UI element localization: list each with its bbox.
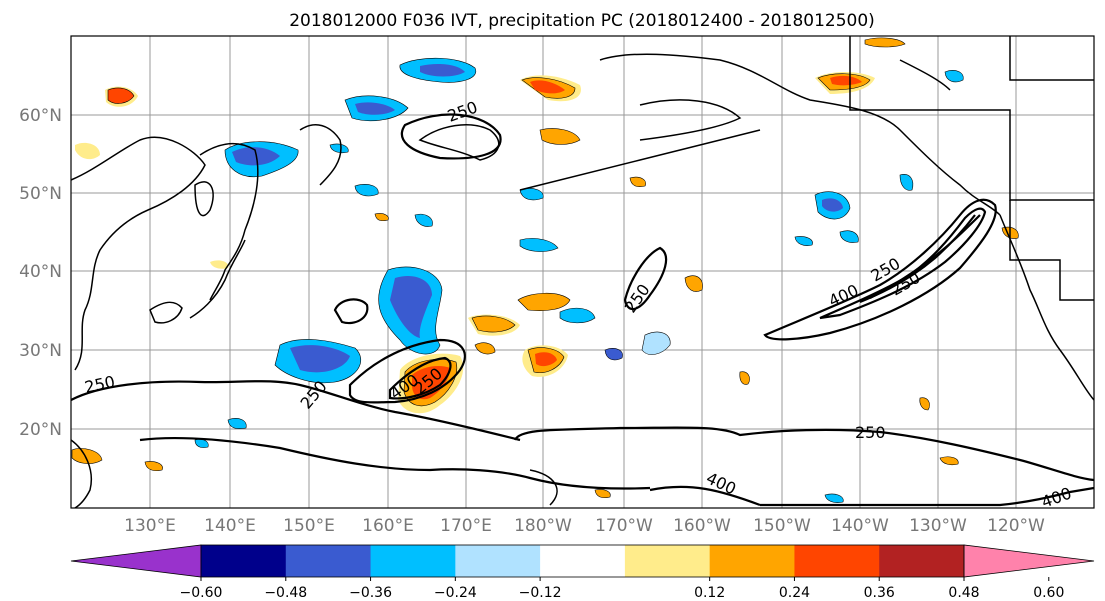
ivt-contours: [71, 113, 1094, 507]
lon-label: 130°E: [124, 516, 176, 536]
lon-label: 150°E: [283, 516, 335, 536]
colorbar-tick-label: −0.12: [519, 585, 562, 601]
precip-negative-shading: [194, 57, 964, 503]
colorbar-tick-label: −0.60: [180, 585, 223, 601]
lon-label: 170°E: [440, 516, 492, 536]
ivt-250-contour-midpacific: [623, 246, 668, 311]
plot-title: 2018012000 F036 IVT, precipitation PC (2…: [289, 11, 875, 31]
colorbar-tick-label: −0.24: [434, 585, 477, 601]
lat-label: 60°N: [19, 106, 62, 126]
colorbar-extend-high: [963, 544, 1095, 578]
colorbar-segment: [540, 545, 626, 577]
colorbar-segment: [709, 545, 795, 577]
coastlines: [71, 36, 1094, 508]
ivt-250-contour-east: [513, 426, 1094, 482]
colorbar-tick-label: 0.12: [694, 585, 725, 601]
lat-label: 20°N: [19, 420, 62, 440]
ivt-400-contour-east: [649, 485, 1094, 507]
colorbar-tick-label: −0.48: [264, 585, 307, 601]
lon-label: 170°W: [595, 516, 653, 536]
ivt-250-contour-aleutian: [400, 113, 502, 160]
colorbar-segment: [285, 545, 372, 577]
longitude-labels: 130°E 140°E 150°E 160°E 170°E 180°W 170°…: [124, 516, 1045, 536]
ivt-ar-outer: [763, 198, 997, 341]
colorbar-tick-label: 0.24: [779, 585, 810, 601]
colorbar-tick-label: −0.36: [349, 585, 392, 601]
ivt-250-contour-band: [71, 380, 521, 442]
colorbar-segment: [370, 545, 456, 577]
contour-label: 250: [855, 423, 886, 442]
lon-label: 120°W: [987, 516, 1045, 536]
colorbar-tick-label: 0.36: [864, 585, 895, 601]
ivt-250-contour-subtropical: [348, 338, 466, 404]
lon-label: 140°E: [204, 516, 256, 536]
colorbar-segment: [794, 545, 880, 577]
lon-label: 150°W: [753, 516, 811, 536]
lon-label: 160°E: [362, 516, 414, 536]
colorbar-tick-label: 0.48: [948, 585, 979, 601]
colorbar-extend-low: [70, 544, 202, 578]
map-panel: 250 250 250 250 250 250 250 250 400 400 …: [70, 35, 1095, 509]
lon-label: 160°W: [673, 516, 731, 536]
ivt-400-contour-subtropical: [388, 356, 452, 400]
lon-label: 180°W: [514, 516, 572, 536]
latitude-labels: 60°N 50°N 40°N 30°N 20°N: [19, 106, 62, 440]
lat-label: 50°N: [19, 184, 62, 204]
colorbar-segment: [879, 545, 965, 577]
lon-label: 130°W: [909, 516, 967, 536]
colorbar-tick-label: 0.60: [1033, 585, 1064, 601]
colorbar-segment: [455, 545, 541, 577]
colorbar-segment: [201, 545, 287, 577]
lon-label: 140°W: [831, 516, 889, 536]
colorbar-frame: [200, 544, 965, 578]
lat-label: 40°N: [19, 262, 62, 282]
precip-positive-shading: [71, 37, 1019, 499]
lat-label: 30°N: [19, 341, 62, 361]
ivt-400-contour-band-south: [139, 436, 651, 490]
ivt-250-contour-small: [333, 298, 369, 325]
colorbar-segment: [624, 545, 711, 577]
colorbar: −0.60 −0.48 −0.36 −0.24 −0.12 0.12 0.24 0.36 0.4…: [70, 544, 1095, 601]
